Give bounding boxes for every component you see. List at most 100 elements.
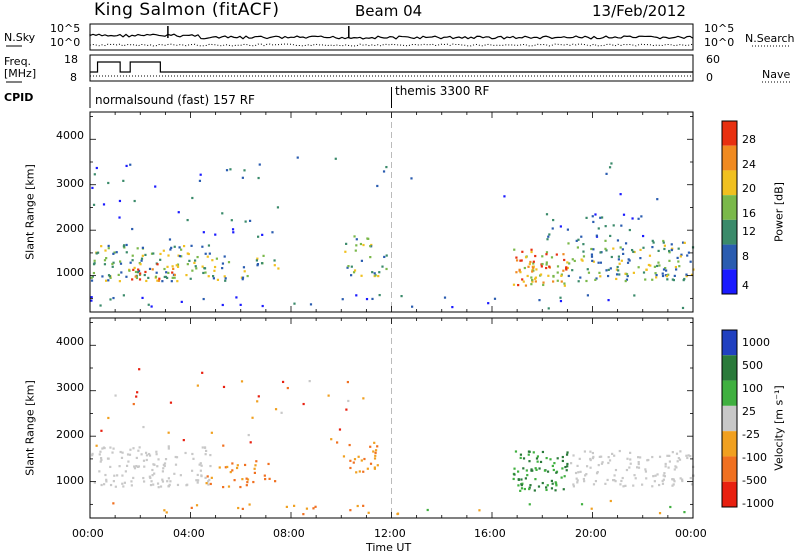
velocity-cell bbox=[369, 462, 373, 465]
velocity-cell bbox=[347, 399, 350, 403]
velocity-cell bbox=[545, 486, 548, 489]
power-cell bbox=[526, 274, 529, 278]
velocity-cell bbox=[551, 464, 554, 468]
velocity-cell bbox=[252, 480, 255, 484]
velocity-cell bbox=[357, 455, 360, 458]
velocity-cell bbox=[527, 453, 530, 456]
power-cell bbox=[138, 278, 142, 281]
velocity-cell bbox=[254, 464, 257, 467]
power-cell bbox=[518, 268, 521, 271]
velocity-cell bbox=[367, 511, 370, 514]
power-ytick-1000: 1000 bbox=[56, 266, 84, 279]
velocity-cell bbox=[549, 458, 552, 461]
velocity-cell bbox=[200, 464, 203, 467]
power-cell bbox=[545, 263, 548, 266]
velocity-cell bbox=[167, 447, 170, 450]
velocity-cell bbox=[578, 457, 581, 460]
velocity-cell bbox=[591, 451, 594, 455]
velocity-cell bbox=[152, 483, 155, 486]
power-cell bbox=[616, 239, 620, 242]
velocity-cell bbox=[145, 454, 149, 457]
velocity-cell bbox=[373, 466, 376, 469]
velocity-cell bbox=[149, 483, 153, 487]
velocity-cell bbox=[532, 451, 535, 454]
freq-label-2: [MHz] bbox=[4, 67, 37, 80]
velocity-cell bbox=[196, 473, 199, 477]
power-cell bbox=[542, 283, 545, 287]
axis-ticks bbox=[89, 112, 694, 518]
velocity-cell bbox=[576, 479, 579, 482]
power-cell bbox=[383, 255, 386, 259]
velocity-cell bbox=[566, 465, 569, 468]
power-cell bbox=[107, 279, 110, 282]
power-cell bbox=[118, 216, 121, 219]
velocity-cell bbox=[112, 480, 115, 483]
velocity-cell bbox=[594, 479, 598, 483]
velocity-ytick-4000: 4000 bbox=[56, 335, 84, 348]
velocity-cell bbox=[161, 470, 165, 473]
velocity-cell bbox=[336, 441, 339, 444]
power-cell bbox=[132, 268, 135, 271]
velocity-cell bbox=[564, 465, 567, 469]
velocity-cell bbox=[285, 505, 288, 508]
velocity-cell bbox=[583, 450, 586, 453]
velocity-cell bbox=[133, 465, 136, 468]
power-cell bbox=[111, 262, 114, 266]
power-cell bbox=[147, 303, 150, 306]
power-cell bbox=[103, 259, 107, 262]
power-cell bbox=[239, 303, 242, 306]
velocity-cell bbox=[574, 471, 578, 475]
power-cell bbox=[129, 261, 132, 264]
power-cell bbox=[246, 274, 249, 278]
power-cell bbox=[530, 276, 533, 279]
velocity-cell bbox=[241, 507, 244, 510]
velocity-cell bbox=[520, 478, 523, 481]
power-cell bbox=[545, 251, 549, 254]
power-cell bbox=[122, 294, 125, 297]
velocity-colorbar-frame bbox=[721, 329, 738, 508]
power-cell bbox=[677, 260, 680, 263]
power-cell bbox=[665, 275, 669, 278]
velocity-cell bbox=[209, 464, 212, 468]
velocity-cell bbox=[514, 450, 518, 453]
velocity-cell bbox=[174, 455, 177, 459]
power-cell bbox=[532, 262, 535, 265]
velocity-cell bbox=[629, 451, 632, 454]
vel-cbar-tick-neg100: -100 bbox=[742, 451, 767, 464]
power-cell bbox=[171, 276, 174, 279]
velocity-cell bbox=[607, 456, 610, 459]
power-cell bbox=[144, 270, 147, 274]
velocity-cell bbox=[577, 471, 580, 474]
velocity-cell bbox=[534, 478, 537, 481]
power-cell bbox=[619, 246, 622, 249]
power-cell bbox=[131, 259, 134, 262]
power-ytick-3000: 3000 bbox=[56, 177, 84, 190]
noise-left-tick-low: 10^0 bbox=[50, 36, 81, 49]
velocity-cell bbox=[257, 395, 260, 398]
velocity-cell bbox=[613, 454, 616, 457]
velocity-cell bbox=[689, 476, 692, 480]
power-cbar-tick-8: 8 bbox=[742, 250, 749, 263]
sky-noise-line bbox=[89, 33, 694, 40]
power-cell bbox=[191, 269, 194, 272]
velocity-cell bbox=[210, 476, 213, 479]
power-cell bbox=[607, 299, 610, 302]
velocity-cell bbox=[125, 464, 129, 467]
power-cell bbox=[487, 302, 490, 305]
velocity-cell bbox=[538, 467, 541, 470]
velocity-cell bbox=[668, 460, 672, 463]
power-cell bbox=[189, 277, 192, 280]
velocity-cell bbox=[687, 454, 690, 457]
power-cell bbox=[185, 273, 188, 277]
velocity-colorbar-segment bbox=[722, 355, 737, 381]
velocity-cell bbox=[629, 462, 632, 465]
velocity-cell bbox=[585, 473, 588, 476]
power-cell bbox=[599, 216, 602, 219]
power-cell bbox=[587, 271, 591, 274]
velocity-cell bbox=[209, 453, 212, 457]
velocity-cell bbox=[632, 484, 635, 487]
power-cell bbox=[582, 255, 586, 258]
velocity-cell bbox=[604, 482, 607, 485]
power-cell bbox=[556, 279, 559, 282]
velocity-cell bbox=[207, 483, 210, 486]
